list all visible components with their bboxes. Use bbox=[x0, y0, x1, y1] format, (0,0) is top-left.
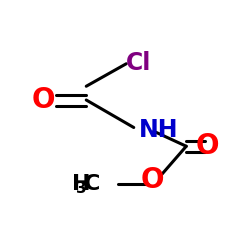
Text: O: O bbox=[32, 86, 56, 114]
Text: Cl: Cl bbox=[126, 50, 152, 74]
Text: C: C bbox=[84, 174, 100, 194]
Text: 3: 3 bbox=[76, 181, 87, 196]
Text: O: O bbox=[141, 166, 164, 194]
Text: O: O bbox=[196, 132, 219, 160]
Text: NH: NH bbox=[139, 118, 178, 142]
Text: H: H bbox=[72, 174, 91, 194]
